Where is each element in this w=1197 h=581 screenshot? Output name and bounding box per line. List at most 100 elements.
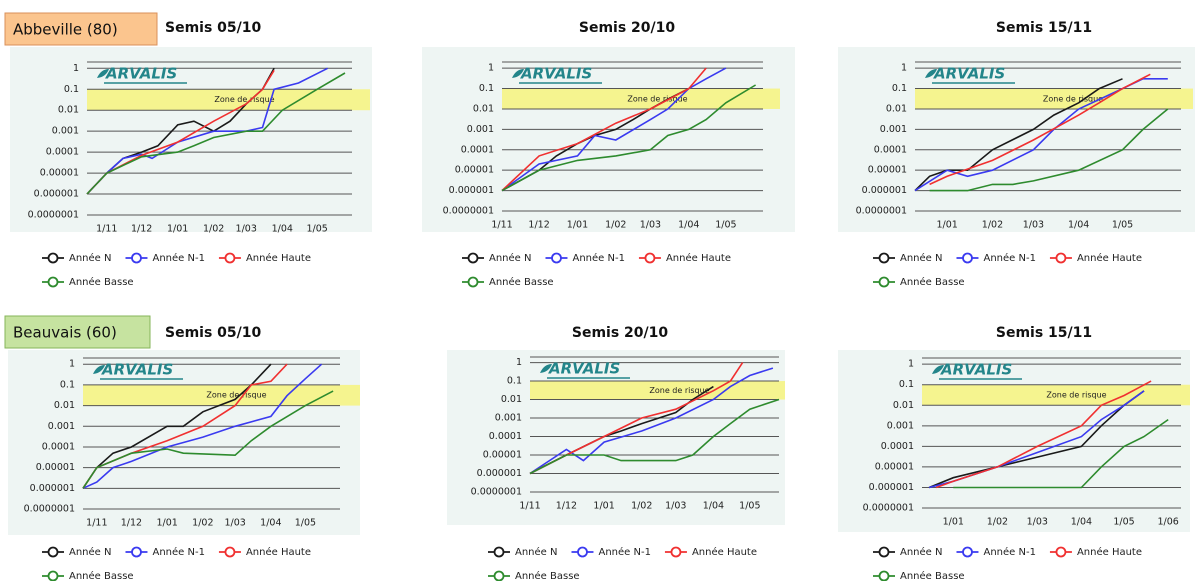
risk-zone <box>915 88 1193 109</box>
y-tick-label: 0.00001 <box>40 168 79 179</box>
y-tick-label: 0.00001 <box>455 165 494 176</box>
x-tick-label: 1/12 <box>131 224 152 235</box>
legend-label: Année Haute <box>666 252 731 264</box>
series-line <box>86 72 346 195</box>
y-tick-label: 0.0000001 <box>863 503 914 514</box>
x-tick-label: 1/03 <box>1027 517 1048 528</box>
series-line <box>82 363 323 490</box>
x-tick-label: 1/02 <box>605 220 626 231</box>
risk-zone-label: Zone de risque <box>627 94 687 103</box>
x-tick-label: 1/12 <box>556 501 577 512</box>
x-tick-label: 1/06 <box>1158 517 1179 528</box>
y-tick-label: 0.001 <box>495 413 522 424</box>
y-tick-label: 0.0001 <box>489 431 522 442</box>
y-tick-label: 0.0000001 <box>28 210 79 221</box>
y-tick-label: 1 <box>69 359 75 370</box>
legend-label: Année N-1 <box>152 546 204 558</box>
logo: ARVALIS <box>940 361 1012 379</box>
series-line <box>529 398 780 475</box>
chart-title: Semis 05/10 <box>165 325 262 341</box>
y-tick-label: 0.1 <box>507 376 522 387</box>
site-label: Abbeville (80) <box>13 21 118 39</box>
legend-marker <box>47 546 59 558</box>
series-line <box>914 78 1123 192</box>
x-tick-label: 1/03 <box>236 224 257 235</box>
y-tick-label: 0.01 <box>473 103 494 114</box>
series-line <box>86 67 328 195</box>
legend-label: Année N-1 <box>983 546 1035 558</box>
legend-label: Année Haute <box>692 546 757 558</box>
legend-marker <box>1055 546 1067 558</box>
y-tick-label: 0.0000001 <box>856 206 907 217</box>
series-line <box>953 418 1169 489</box>
x-tick-label: 1/02 <box>203 224 224 235</box>
legend-label: Année N <box>69 546 111 558</box>
logo-leaf <box>512 69 524 78</box>
legend-label: Année N <box>900 546 942 558</box>
y-tick-label: 0.01 <box>54 400 75 411</box>
x-tick-label: 1/05 <box>295 518 316 529</box>
y-tick-label: 0.00001 <box>36 462 75 473</box>
logo: ARVALIS <box>520 65 592 83</box>
chart-panel <box>447 350 785 525</box>
y-tick-label: 1 <box>488 63 494 74</box>
site-label: Beauvais (60) <box>13 324 117 342</box>
legend-label: Année N-1 <box>572 252 624 264</box>
series-line <box>529 362 744 475</box>
y-tick-label: 1 <box>73 63 79 74</box>
logo-leaf <box>540 364 552 373</box>
series-line <box>501 67 727 192</box>
series-line <box>501 67 707 192</box>
y-tick-label: 0.000001 <box>869 482 914 493</box>
x-tick-label: 1/01 <box>567 220 588 231</box>
legend-label: Année Haute <box>246 546 311 558</box>
legend-marker <box>47 276 59 288</box>
chart-title: Semis 15/11 <box>996 325 1092 341</box>
y-tick-label: 0.0001 <box>874 144 907 155</box>
legend-label: Année Basse <box>900 570 965 581</box>
chart-title: Semis 20/10 <box>572 325 669 341</box>
y-tick-label: 0.0001 <box>881 441 914 452</box>
legend-label: Année Haute <box>246 252 311 264</box>
chart-panel <box>10 47 372 232</box>
x-tick-label: 1/02 <box>982 220 1003 231</box>
y-tick-label: 0.0000001 <box>443 206 494 217</box>
legend-marker <box>47 570 59 581</box>
y-tick-label: 0.001 <box>48 421 75 432</box>
y-tick-label: 0.1 <box>479 83 494 94</box>
x-tick-label: 1/05 <box>715 220 736 231</box>
logo: ARVALIS <box>933 65 1005 83</box>
logo-leaf <box>925 69 937 78</box>
y-tick-label: 0.001 <box>52 126 79 137</box>
x-tick-label: 1/11 <box>96 224 117 235</box>
chart-panel <box>838 47 1195 232</box>
x-tick-label: 1/12 <box>528 220 549 231</box>
y-tick-label: 0.00001 <box>483 450 522 461</box>
x-tick-label: 1/01 <box>936 220 957 231</box>
logo-leaf <box>97 69 109 78</box>
x-tick-label: 1/04 <box>260 518 281 529</box>
legend-marker <box>131 252 142 264</box>
chart-title: Semis 15/11 <box>996 20 1092 36</box>
legend-label: Année N-1 <box>152 252 204 264</box>
y-tick-label: 0.01 <box>501 394 522 405</box>
x-tick-label: 1/05 <box>1113 517 1134 528</box>
legend-label: Année Basse <box>489 276 554 288</box>
x-tick-label: 1/04 <box>1068 220 1089 231</box>
x-tick-label: 1/04 <box>1071 517 1092 528</box>
risk-zone-label: Zone de risque <box>214 95 274 104</box>
legend-marker <box>878 570 890 581</box>
x-tick-label: 1/04 <box>678 220 699 231</box>
x-tick-label: 1/01 <box>167 224 188 235</box>
x-tick-label: 1/12 <box>121 518 142 529</box>
x-tick-label: 1/05 <box>1112 220 1133 231</box>
chart-title: Semis 20/10 <box>579 20 676 36</box>
site-label-box <box>4 12 158 46</box>
y-tick-label: 0.01 <box>893 400 914 411</box>
risk-zone-label: Zone de risque <box>1043 94 1103 103</box>
risk-zone <box>922 384 1190 406</box>
legend-marker <box>962 252 973 264</box>
legend-marker <box>878 546 890 558</box>
series-line <box>935 380 1152 489</box>
